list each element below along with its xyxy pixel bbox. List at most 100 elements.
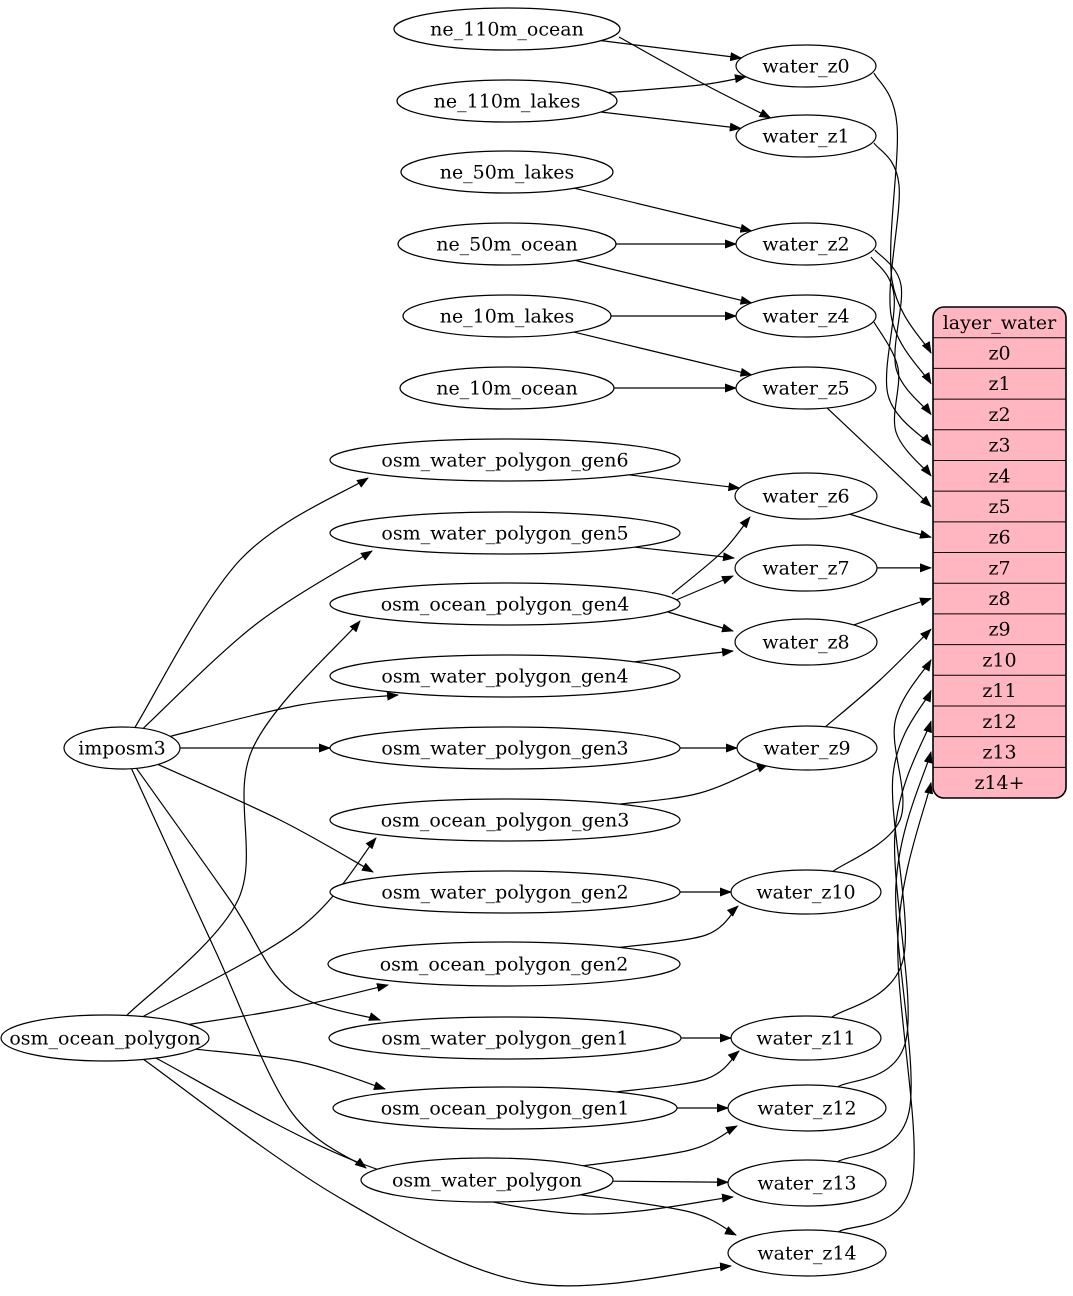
node-osm_ocean_polygon_gen4: osm_ocean_polygon_gen4 <box>329 582 681 626</box>
node-ellipse-osm_ocean_polygon_gen4 <box>329 582 681 626</box>
table-row-z5: z5 <box>988 496 1010 518</box>
edge-ne_10m_lakes-to-water_z5 <box>573 331 753 377</box>
node-label-water_z6: water_z6 <box>762 486 849 508</box>
node-label-water_z5: water_z5 <box>762 378 849 400</box>
node-osm_water_polygon_gen1: osm_water_polygon_gen1 <box>328 1016 682 1060</box>
node-label-osm_ocean_polygon_gen4: osm_ocean_polygon_gen4 <box>381 594 630 616</box>
node-label-water_z0: water_z0 <box>762 56 849 78</box>
node-label-ne_50m_lakes: ne_50m_lakes <box>440 162 575 184</box>
edge-imposm3-to-osm_water_polygon_gen2 <box>157 763 374 873</box>
node-label-osm_ocean_polygon_gen2: osm_ocean_polygon_gen2 <box>380 954 629 976</box>
table-row-z8: z8 <box>988 588 1010 610</box>
node-label-water_z14: water_z14 <box>757 1243 856 1265</box>
node-water_z8: water_z8 <box>734 618 878 666</box>
node-ellipse-osm_ocean_polygon_gen1 <box>332 1086 678 1130</box>
node-water_z2: water_z2 <box>735 222 877 266</box>
node-ne_110m_lakes: ne_110m_lakes <box>396 79 618 123</box>
edge-water_z9-to-layer_water-z9 <box>823 628 932 729</box>
node-label-water_z2: water_z2 <box>762 234 849 256</box>
edge-osm_ocean_polygon-to-osm_ocean_polygon_gen2 <box>188 983 389 1025</box>
edge-water_z5-to-layer_water-z5 <box>826 407 932 508</box>
node-label-osm_ocean_polygon: osm_ocean_polygon <box>9 1028 200 1050</box>
node-label-osm_water_polygon_gen1: osm_water_polygon_gen1 <box>381 1028 628 1050</box>
node-ellipse-water_z5 <box>735 366 877 410</box>
node-osm_water_polygon_gen6: osm_water_polygon_gen6 <box>329 438 681 482</box>
edge-osm_ocean_polygon_gen4-to-water_z7 <box>675 575 734 601</box>
edge-water_z0-to-layer_water-z0 <box>873 72 932 354</box>
node-ellipse-ne_10m_lakes <box>402 294 612 338</box>
node-ellipse-osm_water_polygon <box>360 1157 614 1203</box>
node-ellipse-osm_water_polygon_gen5 <box>329 511 681 555</box>
node-water_z7: water_z7 <box>734 544 878 592</box>
table-row-z11: z11 <box>982 680 1016 702</box>
node-label-water_z9: water_z9 <box>763 738 850 760</box>
node-water_z0: water_z0 <box>735 44 877 88</box>
node-osm_ocean_polygon_gen2: osm_ocean_polygon_gen2 <box>327 941 681 987</box>
edge-water_z13-to-layer_water-z13 <box>837 751 933 1163</box>
edge-water_z1-to-layer_water-z1 <box>873 142 932 385</box>
edge-water_z2-to-layer_water-z3 <box>870 256 932 446</box>
edge-imposm3-to-osm_water_polygon_gen4 <box>170 691 399 737</box>
node-label-osm_ocean_polygon_gen3: osm_ocean_polygon_gen3 <box>381 810 630 832</box>
node-ellipse-osm_ocean_polygon_gen3 <box>329 798 681 842</box>
node-label-water_z11: water_z11 <box>756 1028 855 1050</box>
edge-ne_50m_ocean-to-water_z4 <box>575 259 753 305</box>
edge-osm_water_polygon-to-water_z13 <box>612 1177 730 1187</box>
edge-ne_110m_lakes-to-water_z1 <box>600 111 742 132</box>
node-water_z11: water_z11 <box>730 1015 882 1061</box>
edge-water_z14-to-layer_water-z14+ <box>837 781 934 1233</box>
table-row-z1: z1 <box>988 373 1010 395</box>
edge-osm_water_polygon_gen4-to-water_z8 <box>634 647 734 663</box>
node-osm_water_polygon_gen3: osm_water_polygon_gen3 <box>329 726 681 770</box>
edge-water_z4-to-layer_water-z4 <box>873 321 932 477</box>
node-ellipse-water_z2 <box>735 222 877 266</box>
edge-ne_110m_lakes-to-water_z0 <box>607 74 747 94</box>
node-ellipse-water_z11 <box>730 1015 882 1061</box>
node-ellipse-water_z9 <box>736 725 878 771</box>
node-water_z6: water_z6 <box>734 472 878 520</box>
table-row-z2: z2 <box>988 404 1010 426</box>
node-ne_10m_lakes: ne_10m_lakes <box>402 294 612 338</box>
node-ellipse-ne_10m_ocean <box>399 366 615 410</box>
edge-osm_ocean_polygon-to-osm_ocean_polygon_gen1 <box>195 1048 386 1090</box>
node-ellipse-water_z8 <box>734 618 878 666</box>
node-label-water_z13: water_z13 <box>757 1173 856 1195</box>
node-label-osm_ocean_polygon_gen1: osm_ocean_polygon_gen1 <box>381 1098 630 1120</box>
node-label-water_z12: water_z12 <box>757 1098 856 1120</box>
node-ellipse-osm_water_polygon_gen1 <box>328 1016 682 1060</box>
edge-osm_ocean_polygon-to-water_z14 <box>142 1058 732 1287</box>
node-label-ne_110m_ocean: ne_110m_ocean <box>430 19 584 41</box>
node-ellipse-osm_water_polygon_gen6 <box>329 438 681 482</box>
node-osm_water_polygon_gen4: osm_water_polygon_gen4 <box>329 654 681 698</box>
edge-osm_ocean_polygon_gen4-to-water_z8 <box>667 611 734 633</box>
node-label-ne_110m_lakes: ne_110m_lakes <box>434 91 581 113</box>
node-ellipse-ne_50m_lakes <box>400 150 614 194</box>
node-label-osm_water_polygon_gen3: osm_water_polygon_gen3 <box>381 738 628 760</box>
edge-imposm3-to-osm_water_polygon_gen5 <box>142 550 373 729</box>
node-ellipse-water_z6 <box>734 472 878 520</box>
edge-osm_ocean_polygon_gen3-to-water_z9 <box>619 763 769 805</box>
edge-imposm3-to-osm_water_polygon_gen6 <box>134 477 369 728</box>
table-row-z4: z4 <box>988 465 1010 487</box>
node-ne_10m_ocean: ne_10m_ocean <box>399 366 615 410</box>
edge-water_z6-to-layer_water-z6 <box>848 513 932 539</box>
node-ellipse-water_z13 <box>727 1159 887 1207</box>
node-ellipse-water_z14 <box>727 1229 887 1277</box>
node-ne_50m_ocean: ne_50m_ocean <box>397 222 617 266</box>
edge-osm_ocean_polygon-to-osm_ocean_polygon_gen3 <box>142 837 377 1018</box>
node-water_z9: water_z9 <box>736 725 878 771</box>
edge-ne_110m_ocean-to-water_z0 <box>600 40 743 62</box>
table-row-z9: z9 <box>988 619 1010 641</box>
node-label-water_z7: water_z7 <box>762 558 849 580</box>
node-ellipse-water_z10 <box>730 869 882 915</box>
node-ellipse-osm_ocean_polygon <box>0 1014 210 1062</box>
node-label-water_z10: water_z10 <box>756 882 855 904</box>
node-water_z14: water_z14 <box>727 1229 887 1277</box>
edge-ne_110m_ocean-to-water_z1 <box>618 36 772 119</box>
table-row-z0: z0 <box>988 343 1010 365</box>
node-imposm3: imposm3 <box>63 726 181 770</box>
node-label-ne_10m_lakes: ne_10m_lakes <box>440 306 575 328</box>
table-row-z12: z12 <box>982 711 1016 733</box>
node-ellipse-water_z1 <box>735 114 877 158</box>
node-osm_ocean_polygon_gen3: osm_ocean_polygon_gen3 <box>329 798 681 842</box>
